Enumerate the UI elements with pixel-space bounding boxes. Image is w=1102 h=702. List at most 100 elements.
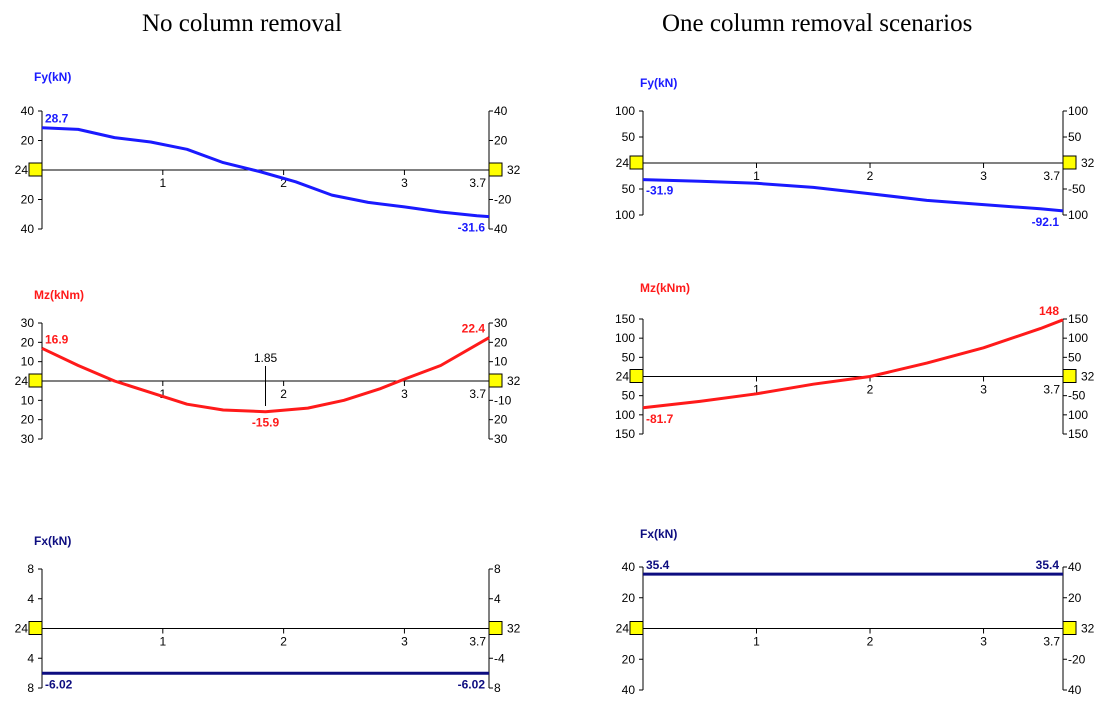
x-tick-label: 1 bbox=[753, 169, 760, 183]
x-tick-label: 2 bbox=[867, 169, 874, 183]
chart-title: Fy(kN) bbox=[34, 70, 71, 84]
left-support-marker bbox=[28, 162, 43, 177]
x-tick-label: 2 bbox=[280, 176, 287, 190]
data-label: -6.02 bbox=[458, 677, 486, 691]
left-support-marker bbox=[629, 369, 644, 383]
x-tick-label: 1 bbox=[753, 635, 760, 649]
x-tick-label: 3.7 bbox=[469, 635, 486, 649]
x-tick-label: 3 bbox=[980, 169, 987, 183]
x-tick-label: 3.7 bbox=[469, 387, 486, 401]
left-tick-label: 8 bbox=[27, 681, 34, 695]
right-tick-label: 30 bbox=[494, 316, 508, 330]
right-support-marker bbox=[1062, 369, 1077, 383]
left-tick-label: 20 bbox=[21, 413, 35, 427]
right-tick-label: 20 bbox=[494, 335, 508, 349]
x-tick-label: 1 bbox=[159, 387, 166, 401]
x-tick-label: 2 bbox=[280, 635, 287, 649]
left-tick-label: 24 bbox=[616, 370, 630, 384]
x-tick-label: 3.7 bbox=[469, 176, 486, 190]
right-support-marker bbox=[488, 162, 503, 177]
right-tick-label: 32 bbox=[1081, 156, 1095, 170]
left-tick-label: 8 bbox=[27, 562, 34, 576]
series-line bbox=[642, 178, 1064, 213]
left-tick-label: 30 bbox=[21, 316, 35, 330]
left-tick-label: 20 bbox=[21, 134, 35, 148]
chart-title: Fx(kN) bbox=[640, 527, 677, 541]
right-tick-label: 32 bbox=[1081, 622, 1095, 636]
left-tick-label: 24 bbox=[15, 374, 29, 388]
right-tick-label: 40 bbox=[494, 222, 508, 236]
left-tick-label: 50 bbox=[622, 389, 636, 403]
left-support-marker bbox=[28, 621, 43, 635]
x-tick-label: 3 bbox=[980, 383, 987, 397]
right-support-marker bbox=[1062, 621, 1077, 635]
right-support-marker bbox=[488, 621, 503, 635]
x-tick-label: 3.7 bbox=[1043, 635, 1060, 649]
left-tick-label: 150 bbox=[615, 427, 635, 441]
left-tick-label: 20 bbox=[21, 335, 35, 349]
left-tick-label: 20 bbox=[21, 193, 35, 207]
x-tick-label: 2 bbox=[280, 387, 287, 401]
left-tick-label: 50 bbox=[622, 350, 636, 364]
series-line bbox=[41, 336, 490, 414]
left-tick-label: 24 bbox=[15, 163, 29, 177]
left-tick-label: 150 bbox=[615, 312, 635, 326]
x-tick-label: 3.7 bbox=[1043, 169, 1060, 183]
right-tick-label: 100 bbox=[1068, 331, 1088, 345]
right-tick-label: 150 bbox=[1068, 312, 1088, 326]
right-tick-label: 50 bbox=[1068, 350, 1082, 364]
left-support-marker bbox=[629, 155, 644, 170]
right-tick-label: 10 bbox=[494, 355, 508, 369]
right-tick-label: 20 bbox=[1068, 591, 1082, 605]
left-tick-label: 100 bbox=[615, 408, 635, 422]
left-tick-label: 100 bbox=[615, 104, 635, 118]
data-label: -15.9 bbox=[252, 416, 280, 430]
heading-one-column-removal: One column removal scenarios bbox=[662, 10, 973, 37]
x-tick-label: 3 bbox=[401, 387, 408, 401]
right-tick-label: 30 bbox=[494, 432, 508, 446]
right-tick-label: 40 bbox=[1068, 683, 1082, 697]
left-tick-label: 40 bbox=[622, 560, 636, 574]
right-tick-label: -20 bbox=[1068, 652, 1086, 666]
right-tick-label: -50 bbox=[1068, 389, 1086, 403]
right-tick-label: 100 bbox=[1068, 408, 1088, 422]
x-tick-label: 1 bbox=[753, 383, 760, 397]
chart-mz-one-removal: Mz(kNm)1501005024501001501501005032-5010… bbox=[615, 281, 1095, 441]
x-tick-label: 1 bbox=[159, 176, 166, 190]
x-tick-label: 3.7 bbox=[1043, 383, 1060, 397]
data-label: -92.1 bbox=[1032, 215, 1060, 229]
chart-title: Fy(kN) bbox=[640, 76, 677, 90]
right-tick-label: 32 bbox=[507, 374, 521, 388]
marker-label: 1.85 bbox=[254, 351, 278, 365]
chart-title: Mz(kNm) bbox=[34, 288, 84, 302]
right-tick-label: -50 bbox=[1068, 182, 1086, 196]
left-tick-label: 40 bbox=[21, 104, 35, 118]
x-tick-label: 1 bbox=[159, 635, 166, 649]
left-tick-label: 100 bbox=[615, 331, 635, 345]
data-label: 148 bbox=[1039, 304, 1059, 318]
data-label: 22.4 bbox=[462, 322, 486, 336]
right-tick-label: 8 bbox=[494, 562, 501, 576]
right-tick-label: 32 bbox=[507, 163, 521, 177]
left-tick-label: 10 bbox=[21, 355, 35, 369]
right-support-marker bbox=[488, 373, 503, 388]
chart-title: Mz(kNm) bbox=[640, 281, 690, 295]
left-tick-label: 30 bbox=[21, 432, 35, 446]
left-tick-label: 10 bbox=[21, 393, 35, 407]
left-tick-label: 100 bbox=[615, 208, 635, 222]
left-tick-label: 24 bbox=[15, 622, 29, 636]
x-tick-label: 3 bbox=[401, 635, 408, 649]
left-tick-label: 4 bbox=[27, 592, 34, 606]
right-tick-label: 32 bbox=[1081, 370, 1095, 384]
x-tick-label: 2 bbox=[867, 383, 874, 397]
left-support-marker bbox=[629, 621, 644, 635]
right-tick-label: 32 bbox=[507, 622, 521, 636]
left-tick-label: 40 bbox=[622, 683, 636, 697]
right-tick-label: 20 bbox=[494, 134, 508, 148]
chart-fx-one-removal: Fx(kN) 40 20 24 20 40 40 20 32 -20 40 1 2 3 3.7 35.4 35.… bbox=[616, 527, 1095, 697]
right-tick-label: 8 bbox=[494, 681, 501, 695]
right-tick-label: 4 bbox=[494, 592, 501, 606]
left-tick-label: 20 bbox=[622, 652, 636, 666]
